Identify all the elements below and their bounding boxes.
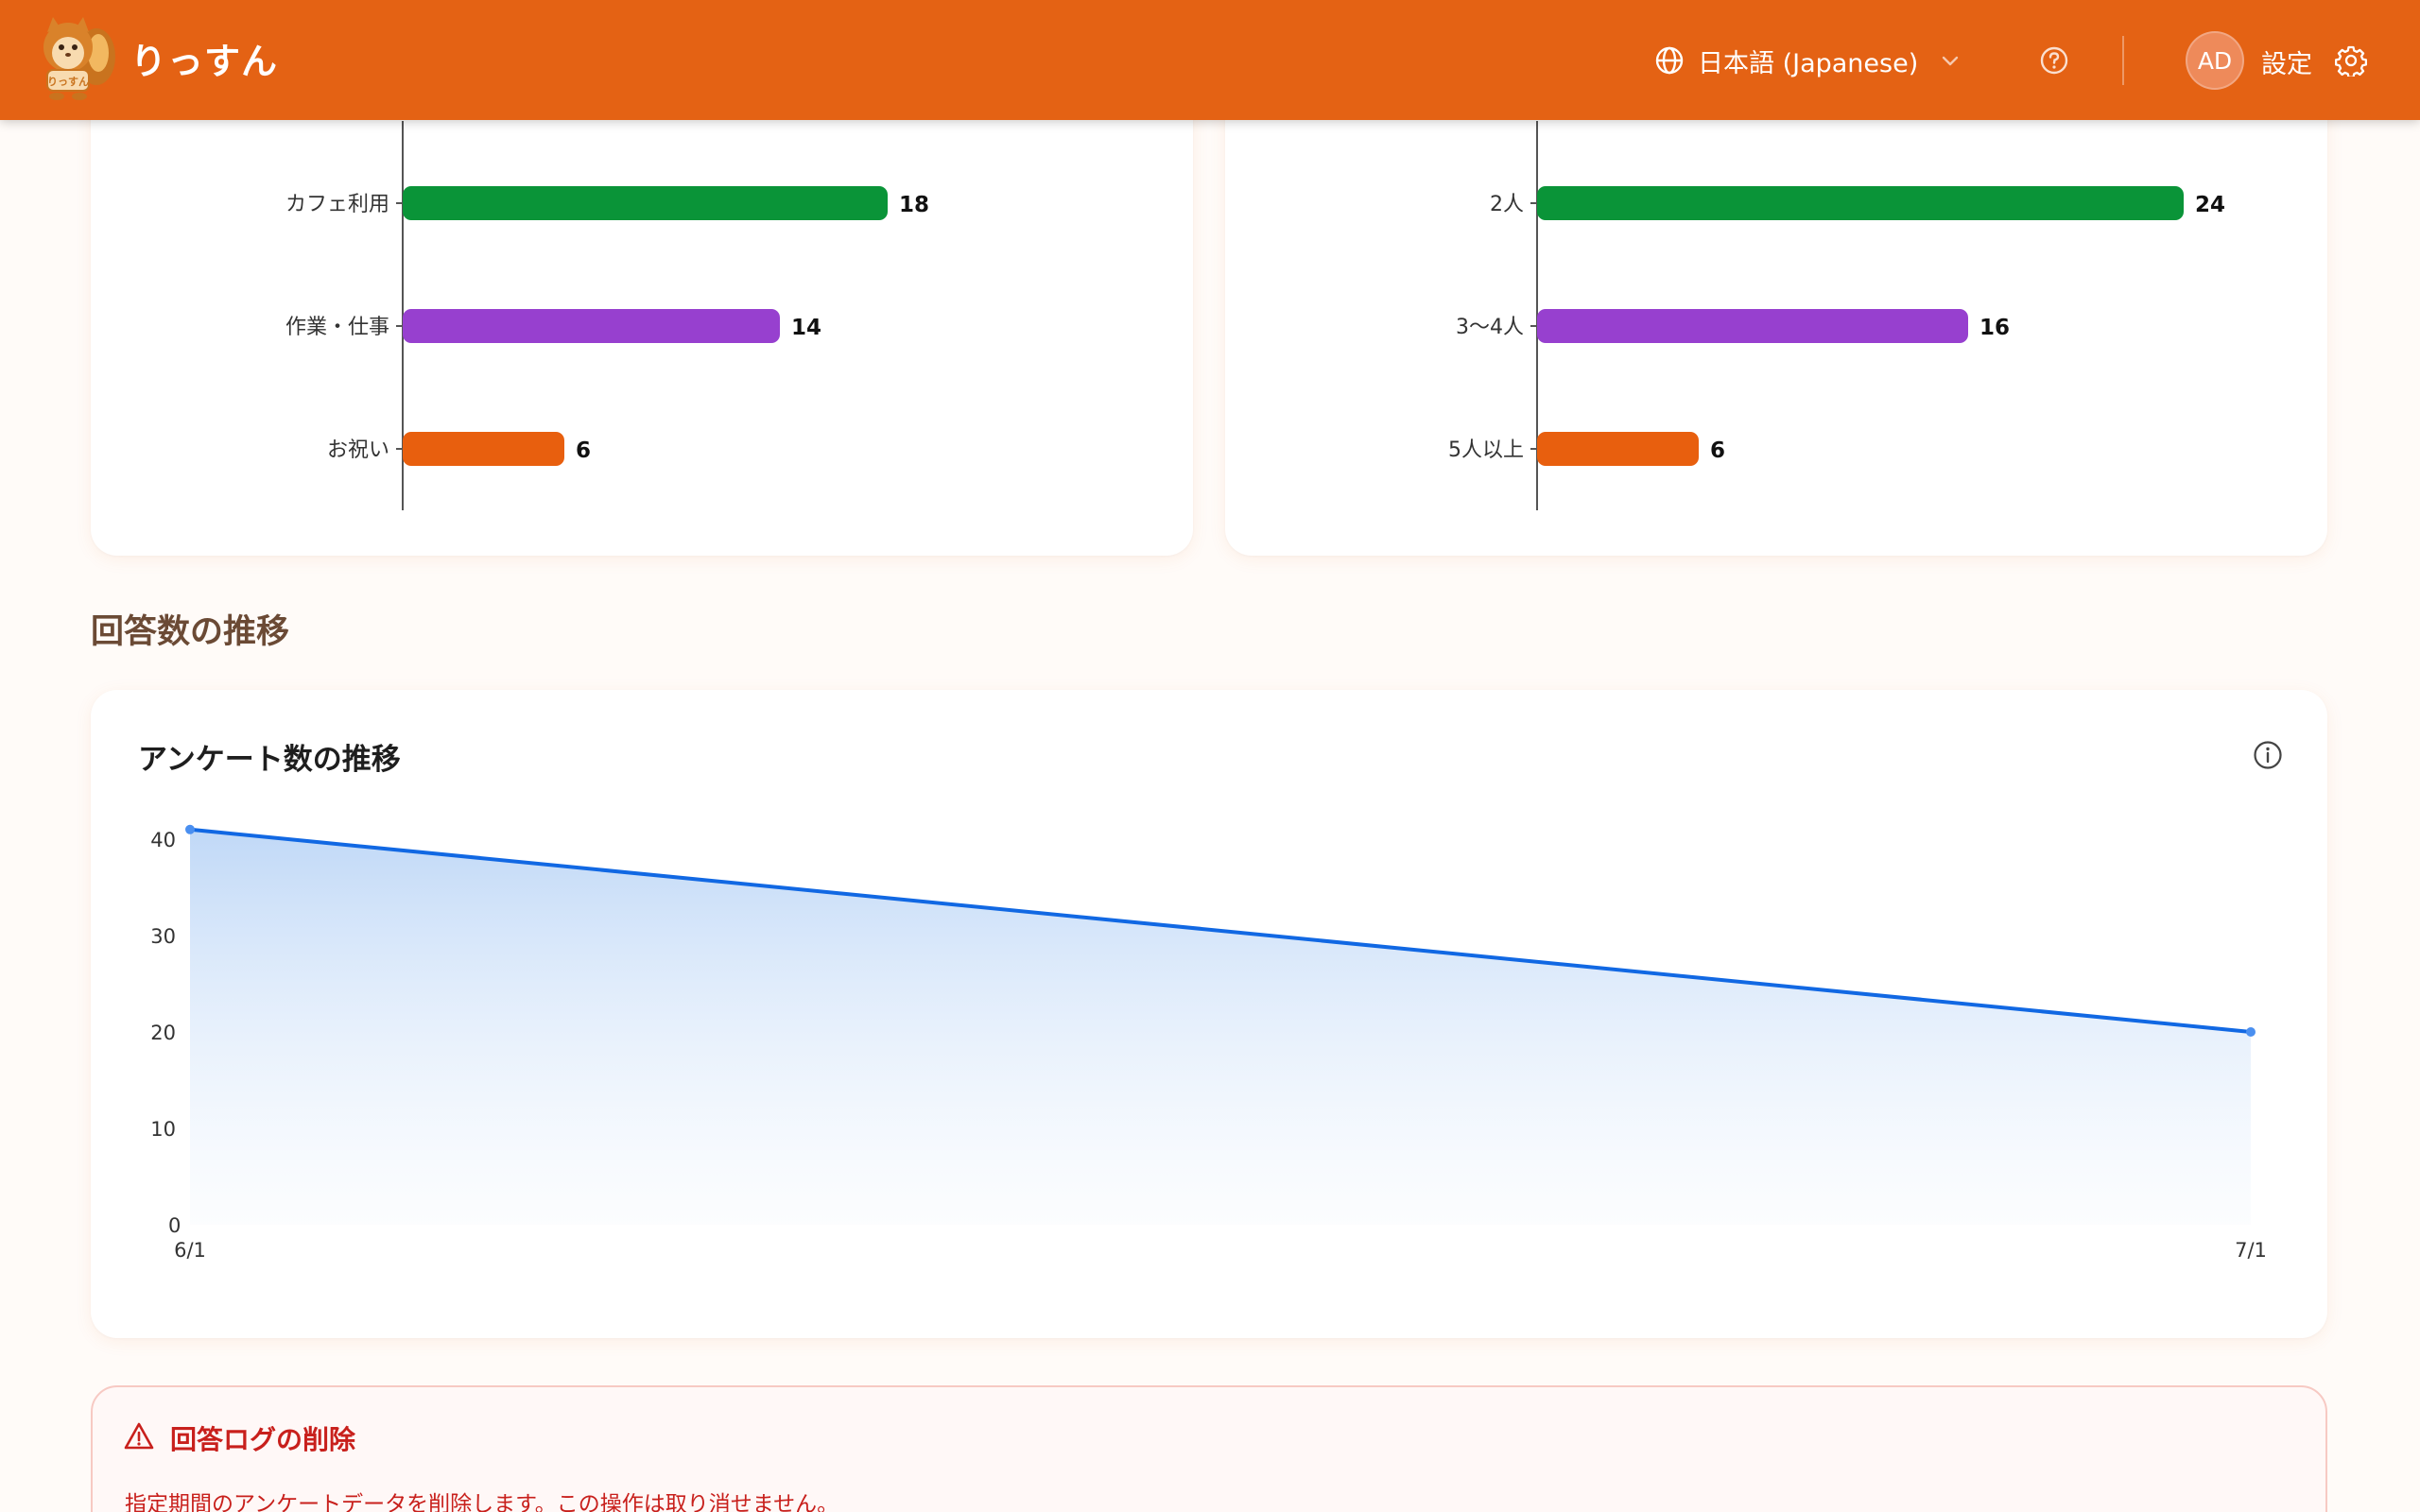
purpose-chart-card: カフェ利用 18 作業・仕事 14 お祝い 6 xyxy=(91,66,1193,556)
app-logo-text[interactable]: りっすん xyxy=(130,41,279,82)
area-fill xyxy=(190,829,2251,1225)
bar-value-label: 18 xyxy=(899,193,929,217)
bar-value-label: 6 xyxy=(576,438,591,463)
bar-category-label: 2人 xyxy=(1490,193,1524,216)
bar-value-label: 16 xyxy=(1979,316,2010,340)
bar xyxy=(1537,186,2184,220)
language-label: 日本語 (Japanese) xyxy=(1698,48,1919,78)
bar-value-label: 6 xyxy=(1710,438,1725,463)
party-size-bar-chart: 2人 24 3〜4人 16 5人以上 6 xyxy=(1448,121,2225,510)
x-tick-label: 6/1 xyxy=(174,1239,206,1262)
delete-logs-title: 回答ログの削除 xyxy=(170,1424,356,1455)
party-size-chart-card: 2人 24 3〜4人 16 5人以上 6 xyxy=(1225,66,2327,556)
trend-chart-card: アンケート数の推移 0 10 20 30 40 6/1 7/1 xyxy=(91,690,2327,1338)
squirrel-logo-icon[interactable]: りっすん xyxy=(32,15,117,102)
bar-category-label: 5人以上 xyxy=(1448,438,1524,462)
y-tick-label: 0 xyxy=(168,1214,181,1237)
bar-category-label: カフェ利用 xyxy=(285,193,389,216)
header-divider xyxy=(2122,36,2124,85)
x-tick-label: 7/1 xyxy=(2235,1239,2267,1262)
y-tick-label: 40 xyxy=(150,829,176,851)
chevron-down-icon xyxy=(1943,56,1959,66)
bar-category-label: 作業・仕事 xyxy=(285,316,389,339)
language-select[interactable]: 日本語 (Japanese) xyxy=(1654,40,1962,81)
info-icon[interactable] xyxy=(2252,739,2284,771)
bar-category-label: お祝い xyxy=(327,438,389,462)
series-line xyxy=(189,827,2252,1034)
bar xyxy=(1537,432,1699,466)
y-tick-label: 20 xyxy=(150,1022,176,1044)
data-point xyxy=(2246,1027,2256,1037)
bar-category-label: 3〜4人 xyxy=(1456,316,1524,339)
help-icon[interactable] xyxy=(2039,45,2069,76)
gear-icon[interactable] xyxy=(2335,44,2367,77)
trend-chart-title: アンケート数の推移 xyxy=(138,743,401,777)
svg-text:りっすん: りっすん xyxy=(47,76,89,88)
y-tick-label: 30 xyxy=(150,925,176,948)
user-avatar[interactable]: AD xyxy=(2186,31,2244,90)
bar-value-label: 14 xyxy=(791,316,821,340)
bar xyxy=(403,186,888,220)
trend-line-chart: 0 10 20 30 40 6/1 7/1 xyxy=(150,824,2267,1262)
bar xyxy=(403,309,780,343)
y-tick-label: 10 xyxy=(150,1118,176,1141)
warning-icon xyxy=(124,1422,154,1450)
delete-logs-description: 指定期間のアンケートデータを削除します。この操作は取り消せません。 xyxy=(125,1492,839,1512)
section-title: 回答数の推移 xyxy=(91,613,290,651)
bar xyxy=(403,432,564,466)
globe-icon xyxy=(1655,46,1684,75)
app-header: りっすん りっすん 日本語 (Japanese) AD 設定 xyxy=(0,0,2420,120)
purpose-bar-chart: カフェ利用 18 作業・仕事 14 お祝い 6 xyxy=(285,121,929,510)
bar xyxy=(1537,309,1968,343)
delete-logs-card: 回答ログの削除 指定期間のアンケートデータを削除します。この操作は取り消せません… xyxy=(91,1385,2327,1512)
settings-label[interactable]: 設定 xyxy=(2261,50,2312,79)
data-point xyxy=(185,824,195,834)
bar-value-label: 24 xyxy=(2195,193,2225,217)
